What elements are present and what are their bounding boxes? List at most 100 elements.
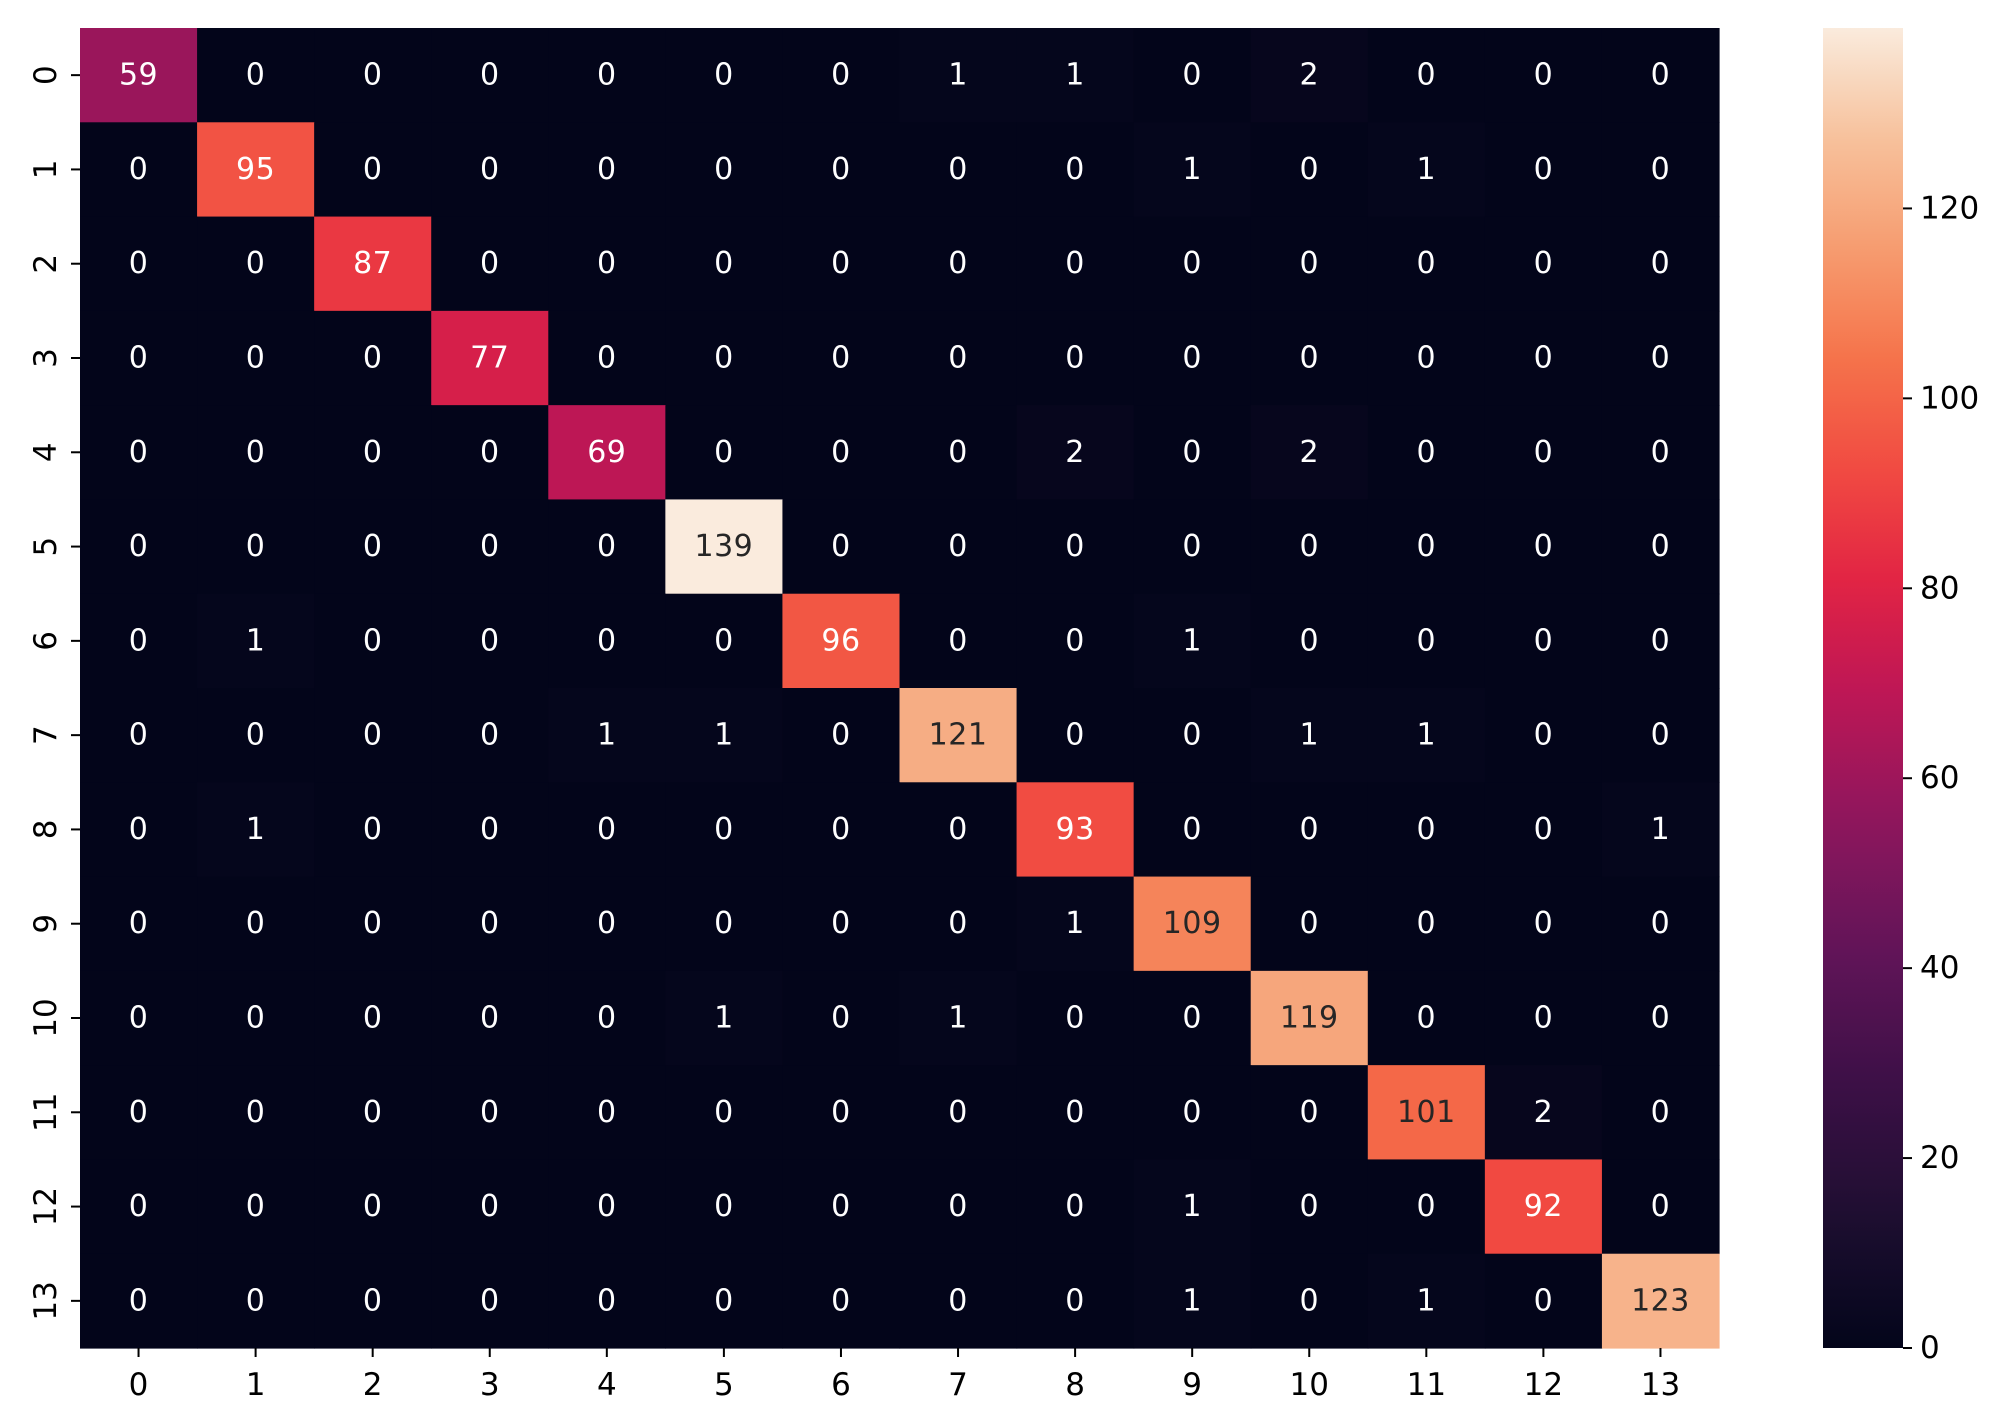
cell-value-label-8-12: 0 [1534,812,1554,847]
cell-value-label-5-2: 0 [363,529,383,564]
cell-value-label-5-11: 0 [1417,529,1437,564]
colorbar-tick-label-5: 100 [1920,380,1979,416]
heatmap-cell-8-2 [314,782,432,878]
heatmap-cell-6-1 [197,593,315,689]
cell-value-label-10-5: 1 [714,1001,734,1036]
heatmap-cell-7-2 [314,688,432,783]
heatmap-cell-3-3 [431,310,549,406]
cell-value-label-6-2: 0 [363,623,383,658]
heatmap-cell-13-3 [431,1253,549,1349]
heatmap-cell-0-4 [548,28,666,123]
cell-value-label-2-7: 0 [948,246,968,281]
heatmap-cell-10-4 [548,970,666,1066]
cell-value-label-11-12: 2 [1534,1095,1554,1130]
cell-value-label-7-8: 0 [1065,718,1085,753]
heatmap-cell-3-1 [197,310,315,406]
heatmap-cell-13-12 [1484,1253,1603,1349]
heatmap-cell-6-8 [1016,593,1135,689]
heatmap-cell-12-9 [1133,1159,1252,1255]
heatmap-cell-7-7 [899,688,1018,783]
heatmap-cell-9-3 [431,876,549,972]
cell-value-label-10-4: 0 [597,1001,617,1036]
heatmap-cell-13-9 [1133,1253,1252,1349]
heatmap-cell-11-1 [197,1065,315,1161]
cell-value-label-8-11: 0 [1417,812,1437,847]
cell-value-label-4-1: 0 [246,435,266,470]
heatmap-cell-0-13 [1601,28,1720,123]
heatmap-cell-0-6 [782,28,901,123]
cell-value-label-12-13: 0 [1651,1189,1671,1224]
cell-value-label-9-9: 109 [1163,906,1222,941]
heatmap-cell-6-11 [1367,593,1486,689]
heatmap-cell-5-10 [1250,499,1369,595]
cell-value-label-4-7: 0 [948,435,968,470]
heatmap-cell-12-5 [665,1159,784,1255]
cell-value-label-4-12: 0 [1534,435,1554,470]
heatmap-cell-11-10 [1250,1065,1369,1161]
heatmap-cell-3-13 [1601,310,1720,406]
cell-value-label-9-0: 0 [129,906,149,941]
cell-value-label-0-8: 1 [1065,58,1085,93]
cell-value-label-13-9: 1 [1182,1283,1202,1318]
heatmap-cell-0-0 [80,28,198,123]
heatmap-cell-13-11 [1367,1253,1486,1349]
cell-value-label-5-5: 139 [695,529,754,564]
colorbar-tick-label-2: 40 [1920,950,1959,986]
heatmap-cell-4-7 [899,405,1018,501]
cell-value-label-13-4: 0 [597,1283,617,1318]
cell-value-label-6-9: 1 [1182,623,1202,658]
cell-value-label-0-3: 0 [480,58,500,93]
cell-value-label-8-0: 0 [129,812,149,847]
heatmap-cell-2-9 [1133,216,1252,312]
heatmap-cell-3-4 [548,310,666,406]
heatmap-cell-0-8 [1016,28,1135,123]
heatmap-cell-9-11 [1367,876,1486,972]
cell-value-label-12-1: 0 [246,1189,266,1224]
heatmap-cell-11-4 [548,1065,666,1161]
heatmap-cell-8-9 [1133,782,1252,878]
heatmap-cell-6-2 [314,593,432,689]
heatmap-cell-13-1 [197,1253,315,1349]
heatmap-cell-8-6 [782,782,901,878]
heatmap-cell-2-8 [1016,216,1135,312]
cell-value-label-3-0: 0 [129,341,149,376]
cell-value-label-0-2: 0 [363,58,383,93]
cell-value-label-6-7: 0 [948,623,968,658]
cell-value-label-2-0: 0 [129,246,149,281]
x-tick-label-12: 12 [1524,1367,1563,1403]
heatmap-cell-11-11 [1367,1065,1486,1161]
cell-value-label-10-10: 119 [1280,1001,1339,1036]
cell-value-label-11-13: 0 [1651,1095,1671,1130]
cell-value-label-9-3: 0 [480,906,500,941]
cell-value-label-8-4: 0 [597,812,617,847]
cell-value-label-12-11: 0 [1417,1189,1437,1224]
cell-value-label-2-2: 87 [353,246,392,281]
x-tick-label-9: 9 [1182,1367,1202,1403]
heatmap-cell-6-0 [80,593,198,689]
cell-value-label-7-12: 0 [1534,718,1554,753]
heatmap-cell-12-2 [314,1159,432,1255]
cell-value-label-5-9: 0 [1182,529,1202,564]
x-tick-label-7: 7 [948,1367,968,1403]
cell-value-label-6-5: 0 [714,623,734,658]
cell-value-label-6-12: 0 [1534,623,1554,658]
heatmap-cell-4-0 [80,405,198,501]
cell-value-label-4-0: 0 [129,435,149,470]
heatmap-cell-2-5 [665,216,784,312]
cell-value-label-7-10: 1 [1299,718,1319,753]
heatmap-cell-8-8 [1016,782,1135,878]
cell-value-label-3-6: 0 [831,341,851,376]
heatmap-cell-1-7 [899,122,1018,218]
heatmap-cell-6-12 [1484,593,1603,689]
cell-value-label-6-6: 96 [821,623,860,658]
cell-value-label-4-3: 0 [480,435,500,470]
cell-value-label-8-5: 0 [714,812,734,847]
heatmap-cell-12-7 [899,1159,1018,1255]
heatmap-cell-2-0 [80,216,198,312]
cell-value-label-5-7: 0 [948,529,968,564]
cell-value-label-9-6: 0 [831,906,851,941]
cell-value-label-8-7: 0 [948,812,968,847]
heatmap-cell-10-10 [1250,970,1369,1066]
